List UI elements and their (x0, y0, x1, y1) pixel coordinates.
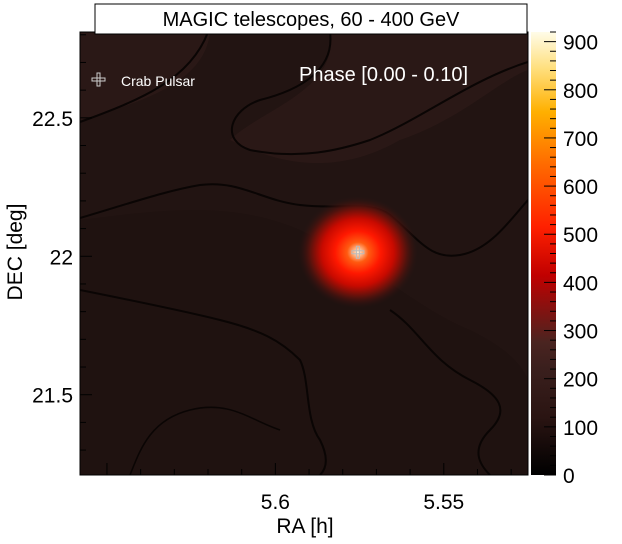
y-axis-ticks: 21.5 22 22.5 (32, 34, 92, 451)
background-region-2 (230, 32, 528, 164)
y-tick-label: 22 (50, 246, 73, 269)
colorbar-tick-label: 500 (563, 224, 598, 247)
colorbar-tick-label: 800 (563, 80, 598, 103)
legend-marker-h (91, 77, 106, 82)
x-tick-label: 5.6 (261, 491, 290, 514)
contour-line-5 (389, 309, 502, 475)
x-axis-ticks: 5.6 5.55 (106, 463, 512, 514)
phase-annotation: Phase [0.00 - 0.10] (299, 64, 468, 86)
legend-marker-v (96, 72, 101, 87)
legend-label: Crab Pulsar (121, 73, 195, 89)
colorbar-tick-label: 0 (563, 465, 575, 488)
colorbar-tick-label: 100 (563, 417, 598, 440)
chart-title: MAGIC telescopes, 60 - 400 GeV (163, 9, 460, 31)
heatmap-layer (80, 32, 528, 475)
background-region-1 (80, 32, 210, 120)
contour-line-6 (129, 406, 281, 475)
contour-line-4 (80, 289, 327, 475)
colorbar-tick-label: 900 (563, 32, 598, 55)
colorbar-tick-label: 300 (563, 321, 598, 344)
colorbar-tick-label: 600 (563, 176, 598, 199)
colorbar-tick-label: 700 (563, 128, 598, 151)
y-tick-label: 22.5 (32, 108, 73, 131)
y-tick-label: 21.5 (32, 385, 73, 408)
emission-peak (297, 196, 418, 309)
x-axis-label: RA [h] (276, 515, 333, 538)
pulsar-marker-vertical (355, 245, 360, 259)
x-tick-label: 5.55 (423, 491, 464, 514)
background-region-3 (80, 210, 528, 475)
colorbar-ticks: 0 100 200 300 400 500 600 700 800 900 (544, 31, 598, 488)
contour-line-1 (80, 32, 209, 123)
colorbar-tick-label: 200 (563, 369, 598, 392)
crab-pulsar-marker (351, 245, 365, 259)
pulsar-marker-horizontal (351, 250, 365, 255)
y-axis-label: DEC [deg] (4, 204, 27, 301)
contour-line-3 (230, 32, 528, 156)
legend: Crab Pulsar (91, 72, 195, 89)
title-box (94, 3, 528, 35)
colorbar-tick-label: 400 (563, 272, 598, 295)
